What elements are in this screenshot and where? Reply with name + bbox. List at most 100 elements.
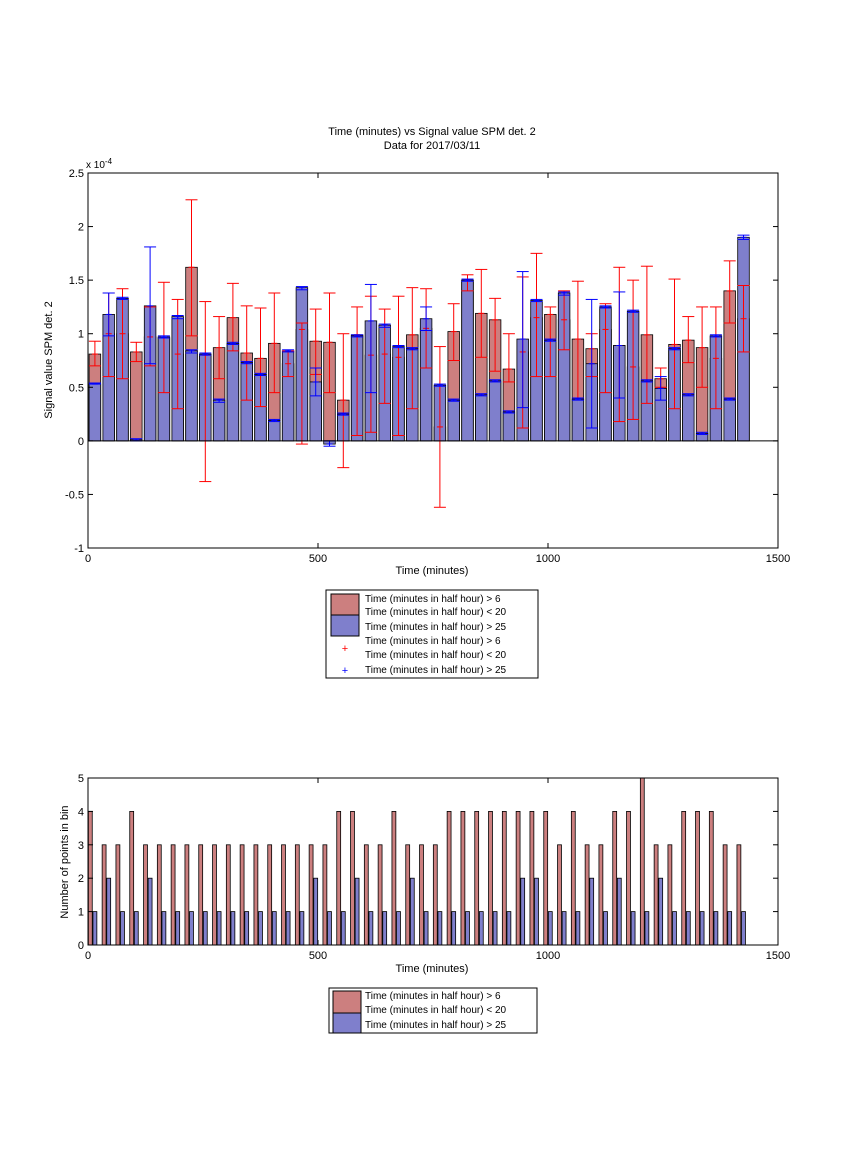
count-red-bar — [722, 844, 728, 946]
count-blue-bar — [133, 911, 139, 946]
count-blue-bar — [161, 911, 167, 946]
count-red-bar — [170, 844, 176, 946]
count-red-bar — [363, 844, 369, 946]
blue-bar — [88, 383, 102, 442]
signal-x-tick-label: 0 — [85, 553, 91, 565]
count-red-bar — [501, 811, 507, 946]
blue-bar — [447, 399, 460, 442]
count-blue-bar — [727, 911, 733, 946]
count-blue-bar — [258, 911, 263, 946]
count-red-bar — [446, 811, 452, 946]
count-blue-bar — [327, 911, 332, 946]
blue-bar — [475, 394, 488, 442]
blue-bar — [268, 420, 281, 442]
signal-x-tick-label: 1000 — [536, 553, 560, 565]
count-red-bar — [419, 844, 424, 946]
legend2-red-label-2: Time (minutes in half hour) < 20 — [365, 1005, 507, 1016]
count-red-bar — [405, 844, 411, 946]
legend2-red-label: Time (minutes in half hour) > 6 — [365, 991, 501, 1002]
blue-bar — [571, 398, 585, 442]
count-red-bar — [308, 844, 314, 946]
count-blue-bar — [244, 911, 250, 946]
blue-bar — [212, 399, 226, 442]
count-x-tick-label: 1000 — [536, 950, 560, 962]
count-blue-bar — [120, 911, 125, 946]
count-blue-bar — [382, 911, 388, 946]
count-red-bar — [281, 844, 286, 946]
count-y-tick-label: 1 — [78, 907, 84, 919]
count-x-tick-label: 0 — [85, 950, 91, 962]
signal-y-tick-label: 2.5 — [69, 168, 84, 180]
signal-y-tick-label: 0 — [78, 436, 84, 448]
count-blue-bar — [520, 877, 526, 946]
signal-x-tick-label: 1500 — [766, 553, 790, 565]
count-red-bar — [129, 811, 135, 946]
count-blue-bar — [465, 911, 470, 946]
count-red-bar — [460, 811, 466, 946]
x-axis-label: Time (minutes) — [396, 565, 469, 577]
legend-blue-bar-label: Time (minutes in half hour) > 25 — [365, 622, 507, 633]
count-red-bar — [639, 777, 645, 946]
count-blue-bar — [147, 877, 153, 946]
legend-red-bar-label-2: Time (minutes in half hour) < 20 — [365, 607, 507, 618]
count-blue-bar — [230, 911, 236, 946]
count-red-bar — [612, 811, 618, 946]
count-blue-bar — [396, 911, 401, 946]
count-blue-bar — [492, 911, 498, 946]
signal-error-bars — [88, 199, 750, 508]
count-red-bar — [667, 844, 673, 946]
signal-y-tick-label: 1 — [78, 329, 84, 341]
signal-y-tick-label: -1 — [74, 543, 84, 555]
count-blue-bar — [299, 911, 305, 946]
legend2-red-swatch — [332, 990, 362, 1014]
count-blue-bar — [672, 911, 677, 946]
count-red-bar — [101, 844, 107, 946]
count-blue-bar — [603, 911, 608, 946]
legend-blue-swatch — [330, 614, 360, 637]
count-red-bar — [584, 844, 590, 946]
red-bar — [130, 351, 143, 442]
count-blue-bar — [575, 911, 581, 946]
count-blue-bar — [106, 877, 112, 946]
count-red-bar — [377, 844, 383, 946]
count-red-bar — [225, 844, 231, 946]
signal-y-tick-label: 0.5 — [69, 382, 84, 394]
blue-bar — [488, 380, 502, 442]
legend: Time (minutes in half hour) > 6 Time (mi… — [325, 589, 539, 679]
count-y-tick-label: 3 — [78, 840, 84, 852]
count-red-bar — [156, 844, 162, 946]
count-chart: 0 500 1000 1500 0 1 2 3 4 5 Time (minutes) Number… — [59, 773, 790, 1034]
count-blue-bar — [423, 911, 429, 946]
count-blue-bar — [92, 911, 98, 946]
count-red-bar — [322, 844, 328, 946]
count-y-tick-label: 4 — [78, 806, 84, 818]
blue-bar — [682, 394, 695, 442]
count-blue-bar — [616, 877, 622, 946]
count-blue-bar — [685, 911, 691, 946]
count-blue-bar — [216, 911, 222, 946]
chart-title: Time (minutes) vs Signal value SPM det. … — [328, 126, 535, 138]
signal-chart: Time (minutes) vs Signal value SPM det. … — [43, 126, 790, 679]
blue-bar — [723, 398, 736, 442]
count-y-tick-label: 0 — [78, 940, 84, 952]
count-blue-bar — [506, 911, 512, 946]
count-blue-bar — [561, 911, 567, 946]
count-blue-bar — [285, 911, 291, 946]
count-red-bar — [653, 844, 659, 946]
count-blue-bar — [451, 911, 457, 946]
count-blue-bar — [644, 911, 650, 946]
count-blue-bar — [271, 911, 277, 946]
y-axis-label: Signal value SPM det. 2 — [43, 301, 55, 418]
legend-blue-plus-marker: + — [342, 665, 348, 677]
count-x-tick-label: 1500 — [766, 950, 790, 962]
count-red-bar — [184, 844, 190, 946]
legend-red-swatch — [330, 593, 360, 616]
count-blue-bar — [589, 877, 595, 946]
count-blue-bar — [437, 911, 443, 946]
legend-red-bar-label: Time (minutes in half hour) > 6 — [365, 594, 501, 605]
count-red-bar — [294, 844, 300, 946]
count-red-bar — [143, 844, 148, 946]
count-axes: 0 500 1000 1500 0 1 2 3 4 5 — [78, 773, 790, 962]
count-red-bar — [681, 811, 687, 946]
